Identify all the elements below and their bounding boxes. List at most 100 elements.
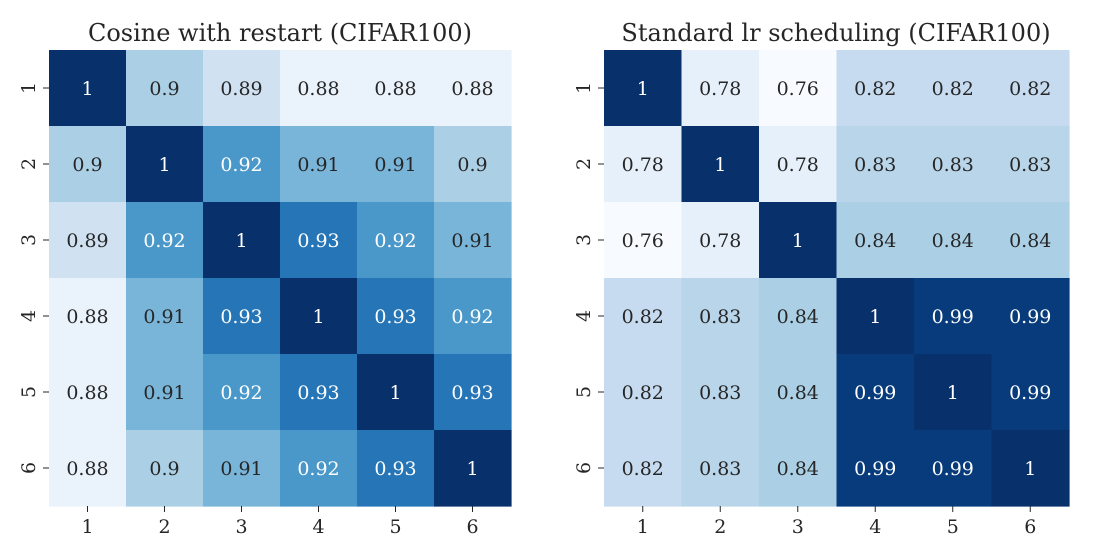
cell-value-label: 1 bbox=[947, 382, 959, 404]
cell-value-label: 0.9 bbox=[149, 78, 179, 100]
cell-value-label: 0.88 bbox=[374, 78, 416, 100]
heatmap-cell-r1-c6 bbox=[991, 50, 1070, 127]
x-tick-label: 4 bbox=[312, 516, 324, 538]
heatmap-cell-r2-c1 bbox=[49, 126, 127, 203]
cell-value-label: 0.82 bbox=[622, 458, 664, 480]
heatmap-cell-r5-c3 bbox=[203, 354, 281, 431]
cell-value-label: 0.84 bbox=[1009, 230, 1051, 252]
x-tick-label: 2 bbox=[714, 516, 726, 538]
cell-value-label: 0.9 bbox=[149, 458, 179, 480]
heatmap-cell-r5-c5 bbox=[357, 354, 435, 431]
cell-value-label: 0.92 bbox=[220, 154, 262, 176]
cell-value-label: 1 bbox=[869, 306, 881, 328]
heatmap-cosine-restart: 1 0.9 0.89 0.88 0.88 0.88 0.9 1 0.92 0.91 0.91 0.9 0… bbox=[18, 19, 512, 538]
cell-value-label: 1 bbox=[792, 230, 804, 252]
x-tick-label: 6 bbox=[1024, 516, 1036, 538]
x-tick-label: 5 bbox=[947, 516, 959, 538]
cell-value-label: 0.93 bbox=[220, 306, 262, 328]
cell-value-label: 1 bbox=[1024, 458, 1036, 480]
heatmap-cell-r5-c5 bbox=[914, 354, 993, 431]
cell-value-label: 0.84 bbox=[777, 458, 819, 480]
heatmap-cell-r3-c3 bbox=[759, 202, 838, 279]
y-tick-label: 3 bbox=[18, 234, 40, 246]
cell-value-label: 0.83 bbox=[699, 306, 741, 328]
cell-value-label: 0.82 bbox=[932, 78, 974, 100]
y-tick-label: 3 bbox=[573, 234, 595, 246]
cell-value-label: 0.91 bbox=[374, 154, 416, 176]
heatmap-cell-r1-c2 bbox=[126, 50, 204, 127]
cell-value-label: 0.99 bbox=[1009, 382, 1051, 404]
heatmap-cell-r6-c2 bbox=[681, 430, 760, 507]
cell-value-label: 0.93 bbox=[297, 230, 339, 252]
heatmap-cell-r5-c6 bbox=[991, 354, 1070, 431]
cell-value-label: 0.92 bbox=[297, 458, 339, 480]
cell-value-label: 0.99 bbox=[854, 458, 896, 480]
cell-value-label: 0.78 bbox=[699, 78, 741, 100]
cell-value-label: 0.88 bbox=[66, 306, 108, 328]
cell-value-label: 0.88 bbox=[66, 382, 108, 404]
cell-value-label: 1 bbox=[81, 78, 93, 100]
cell-value-label: 0.91 bbox=[220, 458, 262, 480]
cell-value-label: 0.93 bbox=[451, 382, 493, 404]
cell-value-label: 0.82 bbox=[622, 306, 664, 328]
cell-value-label: 0.93 bbox=[297, 382, 339, 404]
heatmap-cell-r6-c1 bbox=[49, 430, 127, 507]
cell-value-label: 0.88 bbox=[451, 78, 493, 100]
heatmap-cell-r4-c5 bbox=[357, 278, 435, 355]
cell-value-label: 0.84 bbox=[854, 230, 896, 252]
cell-value-label: 1 bbox=[637, 78, 649, 100]
x-tick-label: 5 bbox=[389, 516, 401, 538]
y-tick-label: 1 bbox=[573, 82, 595, 94]
heatmap-standard-lr: 1 0.78 0.76 0.82 0.82 0.82 0.78 1 0.78 0.83 0.83 0.… bbox=[573, 19, 1070, 538]
cell-value-label: 0.91 bbox=[451, 230, 493, 252]
cell-value-label: 0.89 bbox=[220, 78, 262, 100]
cell-value-label: 1 bbox=[158, 154, 170, 176]
heatmap-cell-r3-c2 bbox=[126, 202, 204, 279]
cell-value-label: 0.92 bbox=[374, 230, 416, 252]
cell-value-label: 0.89 bbox=[66, 230, 108, 252]
y-tick-label: 5 bbox=[573, 386, 595, 398]
cell-value-label: 0.84 bbox=[777, 382, 819, 404]
heatmap-cell-r4-c2 bbox=[681, 278, 760, 355]
y-tick-label: 4 bbox=[18, 310, 40, 322]
heatmap-cell-r4-c3 bbox=[759, 278, 838, 355]
heatmap-cell-r4-c4 bbox=[280, 278, 358, 355]
cell-value-label: 0.78 bbox=[777, 154, 819, 176]
heatmap-cell-r6-c4 bbox=[836, 430, 915, 507]
chart-title: Cosine with restart (CIFAR100) bbox=[88, 19, 472, 47]
heatmap-cell-r5-c4 bbox=[280, 354, 358, 431]
x-tick-label: 1 bbox=[637, 516, 649, 538]
heatmap-cell-r1-c4 bbox=[280, 50, 358, 127]
heatmap-cell-r6-c3 bbox=[759, 430, 838, 507]
cell-value-label: 0.82 bbox=[1009, 78, 1051, 100]
heatmap-cell-r3-c5 bbox=[914, 202, 993, 279]
cell-value-label: 0.82 bbox=[622, 382, 664, 404]
heatmap-cell-r1-c3 bbox=[759, 50, 838, 127]
x-tick-label: 4 bbox=[869, 516, 881, 538]
y-tick-label: 2 bbox=[573, 158, 595, 170]
y-tick-label: 2 bbox=[18, 158, 40, 170]
x-tick-label: 1 bbox=[81, 516, 93, 538]
heatmap-cell-r2-c4 bbox=[836, 126, 915, 203]
heatmap-cell-r3-c6 bbox=[434, 202, 512, 279]
cell-value-label: 0.91 bbox=[297, 154, 339, 176]
heatmap-cell-r4-c2 bbox=[126, 278, 204, 355]
cell-value-label: 0.78 bbox=[699, 230, 741, 252]
y-tick-label: 5 bbox=[18, 386, 40, 398]
y-tick-label: 6 bbox=[18, 462, 40, 474]
cell-value-label: 0.93 bbox=[374, 306, 416, 328]
heatmap-cell-r5-c1 bbox=[604, 354, 683, 431]
x-tick-label: 6 bbox=[466, 516, 478, 538]
heatmap-cell-r4-c4 bbox=[836, 278, 915, 355]
chart-title: Standard lr scheduling (CIFAR100) bbox=[621, 19, 1050, 47]
heatmap-cell-r6-c6 bbox=[434, 430, 512, 507]
heatmap-cell-r1-c5 bbox=[357, 50, 435, 127]
heatmap-cell-r3-c5 bbox=[357, 202, 435, 279]
heatmap-cell-r4-c6 bbox=[991, 278, 1070, 355]
cell-value-label: 0.99 bbox=[854, 382, 896, 404]
heatmap-cell-r3-c1 bbox=[49, 202, 127, 279]
heatmap-cell-r6-c6 bbox=[991, 430, 1070, 507]
heatmap-cell-r1-c4 bbox=[836, 50, 915, 127]
y-tick-label: 1 bbox=[18, 82, 40, 94]
